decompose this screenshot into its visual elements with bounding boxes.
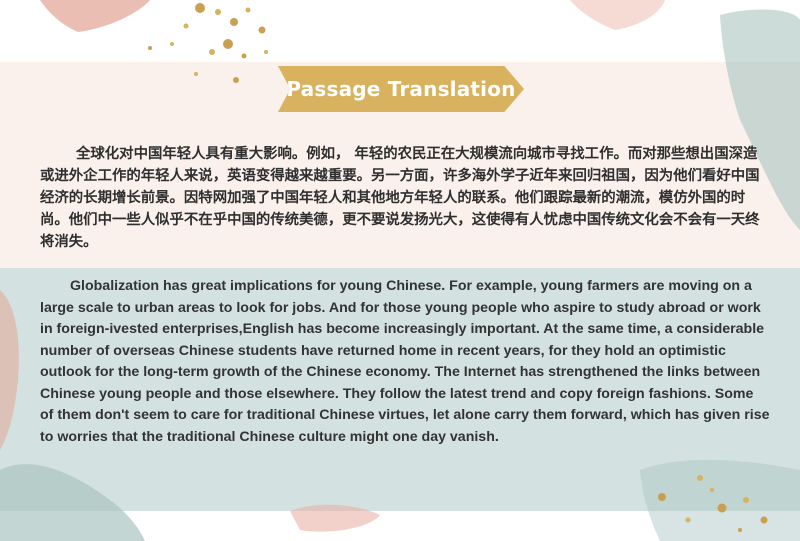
pink-brush-left xyxy=(0,290,19,450)
teal-brush-right xyxy=(720,9,800,231)
teal-brush-bottom-left xyxy=(0,464,145,541)
english-section-background xyxy=(0,268,800,511)
pink-brush-bottom xyxy=(290,504,380,532)
title-banner: Passage Translation xyxy=(278,66,524,112)
english-paragraph: Globalization has great implications for… xyxy=(40,278,770,445)
pink-brush-top-left xyxy=(40,0,150,32)
chinese-paragraph: 全球化对中国年轻人具有重大影响。例如， 年轻的农民正在大规模流向城市寻找工作。而… xyxy=(40,146,760,250)
page-title: Passage Translation xyxy=(286,77,516,101)
pink-brush-top-right xyxy=(570,0,665,30)
teal-brush-bottom-right xyxy=(640,459,800,541)
